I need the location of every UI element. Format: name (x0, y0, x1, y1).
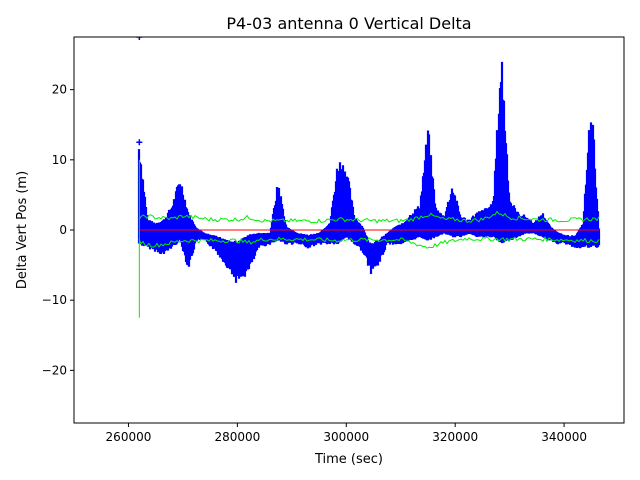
upper-bound-series (138, 210, 600, 224)
x-tick-label-280000: 280000 (214, 430, 260, 444)
delta-outlier-1 (136, 139, 143, 146)
x-axis-label: Time (sec) (314, 452, 383, 467)
y-tick-label--10: −10 (42, 293, 67, 307)
y-axis-label: Delta Vert Pos (m) (15, 171, 30, 289)
series-group (136, 37, 601, 318)
x-tick-label-260000: 260000 (106, 430, 152, 444)
x-tick-label-300000: 300000 (323, 430, 369, 444)
delta-series (137, 61, 601, 283)
plot-area (136, 37, 601, 318)
y-tick-label-10: 10 (52, 153, 67, 167)
y-tick-label--20: −20 (42, 363, 67, 377)
y-tick-label-0: 0 (59, 223, 67, 237)
chart-title: P4-03 antenna 0 Vertical Delta (226, 14, 471, 33)
lower-bound-series (138, 236, 600, 249)
delta-outlier-0 (136, 37, 143, 40)
x-tick-label-340000: 340000 (541, 430, 587, 444)
y-tick-label-20: 20 (52, 83, 67, 97)
x-tick-label-320000: 320000 (432, 430, 478, 444)
axes: 260000 280000 300000 320000 340000 −20 −10 0 10 2… (42, 36, 625, 444)
